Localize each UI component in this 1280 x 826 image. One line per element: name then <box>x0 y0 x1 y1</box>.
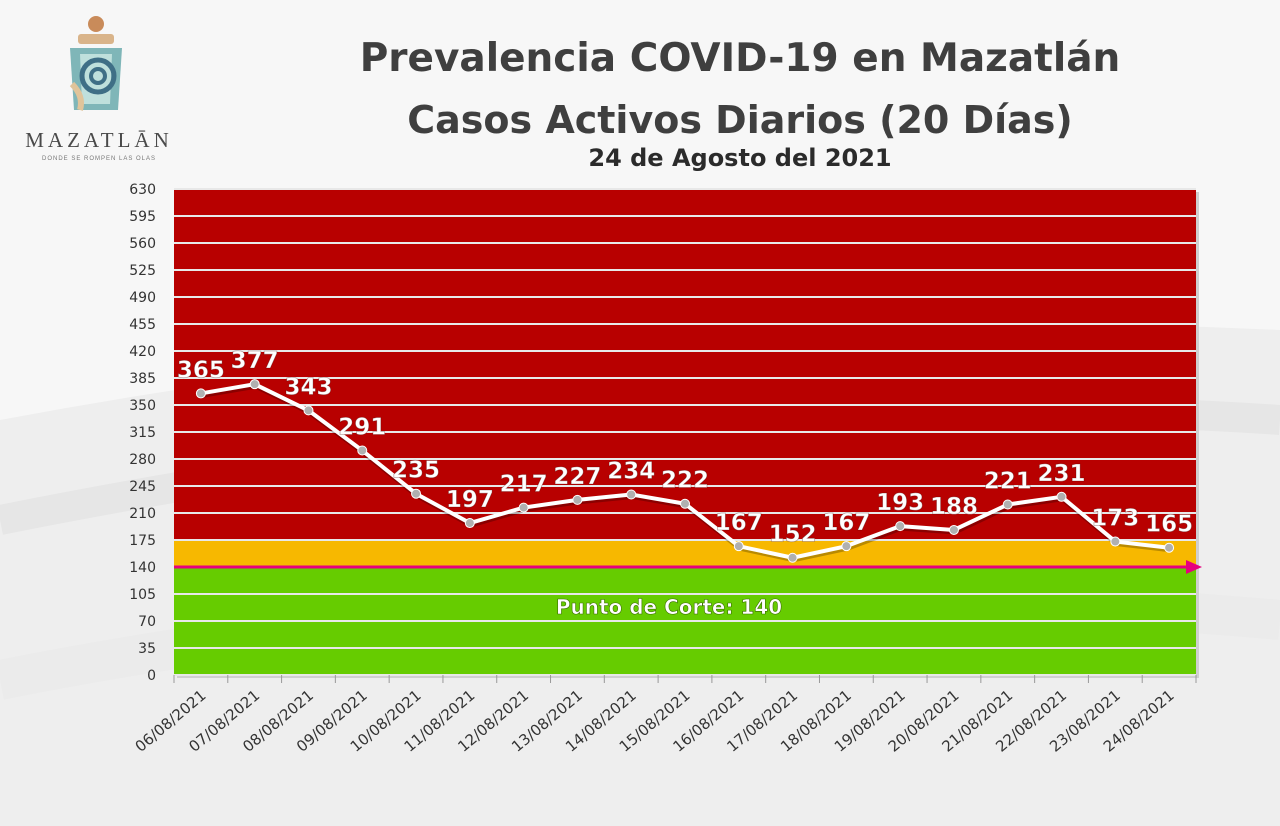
data-label: 165 <box>1145 512 1193 538</box>
data-label: 193 <box>876 490 924 516</box>
data-point <box>733 541 744 552</box>
cutoff-arrow-icon <box>1186 560 1202 574</box>
data-point <box>411 488 422 499</box>
logo-wordmark: MAZATLĀN <box>25 128 173 152</box>
data-point <box>464 518 475 529</box>
y-tick-label: 455 <box>129 317 156 333</box>
y-tick-label: 385 <box>129 371 156 387</box>
y-tick-label: 525 <box>129 263 156 279</box>
y-tick-label: 420 <box>129 344 156 360</box>
data-point <box>249 379 260 390</box>
data-point <box>626 489 637 500</box>
y-tick-label: 105 <box>129 587 156 603</box>
data-label: 343 <box>284 374 332 400</box>
data-label: 227 <box>553 464 601 490</box>
data-point <box>572 494 583 505</box>
y-tick-label: 210 <box>129 506 156 522</box>
y-tick-label: 630 <box>129 182 156 198</box>
data-label: 167 <box>822 510 870 536</box>
data-point <box>1164 542 1175 553</box>
data-label: 234 <box>607 458 655 484</box>
cutoff-label: Punto de Corte: 140 <box>556 595 782 619</box>
mazatlan-logo: MAZATLĀN DONDE SE ROMPEN LAS OLAS <box>14 14 184 174</box>
y-tick-label: 175 <box>129 533 156 549</box>
zone-red <box>174 189 1196 540</box>
data-point <box>518 502 529 513</box>
data-point <box>680 498 690 509</box>
y-tick-label: 35 <box>138 641 156 657</box>
y-tick-label: 245 <box>129 479 156 495</box>
y-tick-label: 0 <box>147 668 156 684</box>
chart-title: Prevalencia COVID-19 en Mazatlán <box>359 36 1121 81</box>
data-label: 197 <box>446 487 494 513</box>
data-point <box>1110 536 1121 547</box>
data-label: 167 <box>715 510 763 536</box>
logo-tagline: DONDE SE ROMPEN LAS OLAS <box>41 156 157 162</box>
y-tick-label: 140 <box>129 560 156 576</box>
data-label: 235 <box>392 458 440 484</box>
chart-subtitle: Casos Activos Diarios (20 Días) <box>407 98 1073 142</box>
y-tick-label: 280 <box>129 452 156 468</box>
data-label: 231 <box>1038 461 1086 487</box>
data-label: 221 <box>984 469 1032 495</box>
data-label: 291 <box>338 415 386 441</box>
y-tick-label: 315 <box>129 425 156 441</box>
data-point <box>895 521 906 532</box>
y-tick-label: 490 <box>129 290 156 306</box>
zone-orange <box>174 540 1196 567</box>
data-label: 188 <box>930 494 978 520</box>
data-point <box>1056 491 1067 502</box>
y-tick-label: 70 <box>138 614 156 630</box>
mazatlan-emblem-icon <box>69 16 122 111</box>
y-tick-label: 350 <box>129 398 156 414</box>
y-tick-label: 595 <box>129 209 156 225</box>
data-point <box>841 541 852 552</box>
data-point <box>357 445 368 456</box>
data-label: 365 <box>177 357 225 383</box>
y-tick-label: 560 <box>129 236 156 252</box>
data-label: 222 <box>661 468 709 494</box>
data-label: 217 <box>500 472 548 498</box>
chart-date: 24 de Agosto del 2021 <box>588 144 892 172</box>
data-point <box>948 524 959 535</box>
data-label: 152 <box>769 522 817 548</box>
data-point <box>787 552 798 563</box>
data-point <box>195 388 206 399</box>
data-point <box>1002 499 1013 510</box>
data-label: 377 <box>231 348 279 374</box>
data-point <box>303 405 314 416</box>
data-label: 173 <box>1091 506 1139 532</box>
